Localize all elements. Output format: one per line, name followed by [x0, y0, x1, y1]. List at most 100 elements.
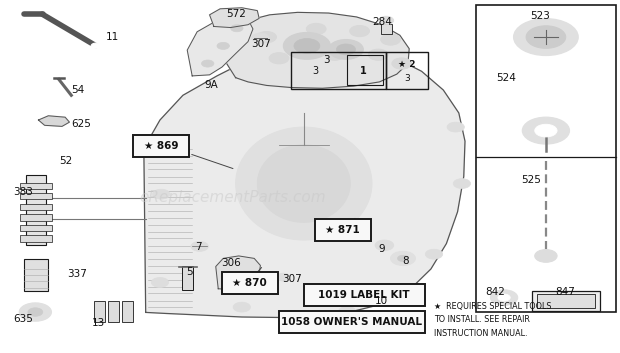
Polygon shape — [216, 256, 260, 290]
Circle shape — [392, 58, 412, 69]
Circle shape — [337, 44, 355, 55]
Circle shape — [151, 277, 169, 287]
Text: ★ 870: ★ 870 — [232, 278, 267, 288]
Circle shape — [153, 189, 170, 199]
Circle shape — [19, 303, 51, 321]
Text: 524: 524 — [496, 73, 516, 83]
Text: 13: 13 — [92, 318, 105, 328]
Text: 572: 572 — [226, 9, 246, 19]
Bar — [20, 183, 52, 189]
Circle shape — [294, 38, 320, 53]
Bar — [381, 24, 392, 34]
Circle shape — [350, 25, 370, 37]
Text: 52: 52 — [59, 156, 72, 166]
Ellipse shape — [236, 127, 372, 240]
Circle shape — [339, 306, 356, 316]
Text: 8: 8 — [402, 256, 409, 265]
Text: 7: 7 — [195, 242, 202, 252]
Circle shape — [153, 143, 170, 153]
Bar — [26, 175, 46, 245]
Bar — [386, 52, 428, 89]
Ellipse shape — [257, 145, 350, 222]
Text: 383: 383 — [14, 187, 33, 197]
Text: TO INSTALL. SEE REPAIR: TO INSTALL. SEE REPAIR — [434, 315, 530, 324]
Text: 5: 5 — [186, 267, 193, 277]
Circle shape — [91, 43, 101, 49]
Circle shape — [306, 23, 326, 35]
Text: 3: 3 — [312, 66, 318, 76]
Polygon shape — [220, 12, 409, 88]
Bar — [20, 225, 52, 231]
Text: ★ 869: ★ 869 — [144, 141, 179, 151]
Circle shape — [381, 34, 401, 45]
Circle shape — [526, 26, 566, 48]
Bar — [476, 5, 616, 312]
Circle shape — [233, 302, 250, 312]
Text: 525: 525 — [521, 175, 541, 185]
Text: 306: 306 — [221, 258, 241, 268]
Circle shape — [368, 49, 388, 60]
Text: 54: 54 — [71, 85, 84, 95]
Polygon shape — [187, 17, 253, 76]
Circle shape — [202, 60, 214, 67]
Circle shape — [425, 249, 443, 259]
Text: 337: 337 — [67, 269, 87, 279]
Bar — [182, 266, 193, 290]
Text: 842: 842 — [485, 287, 505, 297]
Circle shape — [391, 251, 415, 265]
Polygon shape — [38, 116, 69, 126]
Text: 1019 LABEL KIT: 1019 LABEL KIT — [319, 290, 410, 300]
Circle shape — [397, 255, 409, 262]
Circle shape — [252, 33, 269, 43]
Text: eReplacementParts.com: eReplacementParts.com — [139, 190, 326, 205]
Text: 307: 307 — [282, 274, 302, 284]
Bar — [20, 193, 52, 199]
Circle shape — [535, 250, 557, 262]
Circle shape — [269, 53, 289, 64]
Circle shape — [283, 32, 330, 59]
Circle shape — [447, 122, 464, 132]
Text: 3: 3 — [324, 55, 330, 65]
Bar — [24, 259, 48, 291]
Circle shape — [257, 31, 277, 43]
Circle shape — [277, 273, 290, 281]
Circle shape — [217, 42, 229, 49]
Text: ★ 871: ★ 871 — [326, 225, 360, 235]
Circle shape — [329, 40, 363, 59]
Bar — [315, 219, 371, 241]
Text: 635: 635 — [14, 315, 33, 324]
Bar — [347, 55, 383, 85]
Text: ★  REQUIRES SPECIAL TOOLS: ★ REQUIRES SPECIAL TOOLS — [434, 302, 552, 311]
Bar — [537, 294, 595, 308]
Text: 625: 625 — [71, 119, 91, 128]
Text: ★ 2: ★ 2 — [398, 60, 415, 69]
Circle shape — [514, 19, 578, 55]
Polygon shape — [144, 46, 465, 318]
Bar — [20, 204, 52, 210]
Circle shape — [28, 308, 43, 316]
Circle shape — [325, 49, 345, 60]
Text: 847: 847 — [555, 287, 575, 297]
Text: 9A: 9A — [205, 80, 218, 90]
Bar — [94, 301, 105, 322]
Bar — [20, 235, 52, 242]
Text: 523: 523 — [530, 11, 550, 21]
Bar — [532, 291, 600, 311]
Circle shape — [498, 294, 510, 301]
Bar — [133, 135, 189, 157]
Text: 3: 3 — [404, 74, 410, 83]
Text: 11: 11 — [105, 32, 118, 42]
Bar — [122, 301, 133, 322]
Circle shape — [231, 25, 243, 32]
Text: 284: 284 — [372, 17, 392, 27]
Bar — [20, 214, 52, 221]
Bar — [108, 301, 119, 322]
Circle shape — [379, 16, 394, 25]
Circle shape — [523, 117, 570, 144]
Circle shape — [375, 240, 394, 251]
Circle shape — [535, 124, 557, 137]
Polygon shape — [210, 8, 259, 28]
Circle shape — [453, 179, 471, 189]
Bar — [222, 272, 278, 294]
Text: 1058 OWNER'S MANUAL: 1058 OWNER'S MANUAL — [281, 317, 422, 327]
